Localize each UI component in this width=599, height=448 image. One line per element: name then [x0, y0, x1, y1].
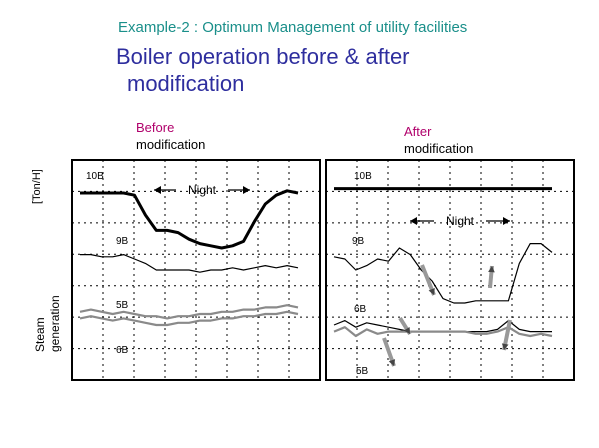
series-label-9B: 9B [116, 236, 129, 247]
series-line-9B [80, 254, 299, 273]
night-arrowhead-right [243, 186, 250, 194]
after-label: After [404, 124, 432, 139]
series-line-5B [79, 304, 299, 320]
transition-arrowhead [403, 327, 410, 334]
series-label-5B: 5B [116, 300, 129, 311]
transition-arrowhead [428, 288, 435, 295]
before-modification-label: modification [136, 137, 206, 152]
transition-arrowhead [488, 266, 495, 273]
series-line-6B [79, 310, 299, 327]
series-label-9B: 9B [352, 236, 365, 247]
series-line-9B [333, 243, 553, 304]
transition-arrowhead [501, 343, 509, 350]
night-arrowhead-right [503, 217, 510, 225]
series-line-5B [333, 326, 553, 338]
series-label-5B: 5B [356, 366, 369, 377]
night-annotation: Night [446, 214, 475, 228]
series-label-10B: 10B [354, 171, 372, 182]
series-label-6B: 6B [354, 304, 367, 315]
after-modification-label: modification [404, 141, 474, 156]
page-title-line2: modification [127, 71, 245, 96]
night-annotation: Night [188, 183, 217, 197]
night-arrowhead-left [410, 217, 417, 225]
series-label-10B: 10B [86, 171, 104, 182]
series-label-6B: 6B [116, 345, 129, 356]
transition-arrowhead [388, 359, 396, 366]
series-line-10B [80, 189, 299, 250]
page-title-line1: Boiler operation before & after [116, 44, 410, 69]
night-arrowhead-left [154, 186, 161, 194]
subtitle: Example-2 : Optimum Management of utilit… [118, 19, 468, 36]
before-label: Before [136, 120, 175, 135]
